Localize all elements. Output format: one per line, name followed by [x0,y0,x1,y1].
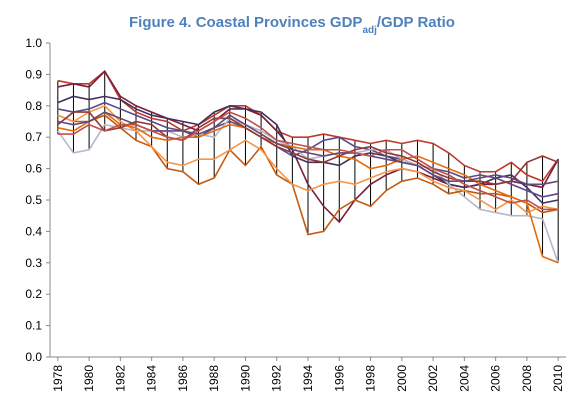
y-tick-label: 0.6 [25,162,42,176]
x-tick-label: 1998 [364,365,378,392]
title-text: /GDP Ratio [377,14,455,31]
y-tick-label: 0.2 [25,287,42,301]
series-line [57,114,559,236]
y-tick-label: 0.1 [25,319,42,333]
chart-title: Figure 4. Coastal Provinces GDPadj/GDP R… [129,14,455,36]
series-line [57,70,559,183]
x-tick-label: 1986 [176,365,190,392]
x-tick-label: 2000 [395,365,409,392]
x-tick-label: 1978 [51,365,65,392]
x-tick-label: 2006 [489,365,503,392]
y-tick-label: 0.4 [25,224,42,238]
y-tick-label: 0.0 [25,350,42,364]
x-tick-label: 2010 [551,365,565,392]
title-subscript: adj [362,25,377,36]
x-tick-label: 1990 [238,365,252,392]
y-tick-label: 0.9 [25,67,42,81]
x-tick-label: 1992 [270,365,284,392]
series-line [57,111,559,211]
y-tick-label: 0.5 [25,193,42,207]
x-tick-label: 1982 [113,365,127,392]
x-tick-label: 1980 [82,365,96,392]
x-tick-label: 2002 [426,365,440,392]
title-text: Figure 4. Coastal Provinces GDP [129,14,362,31]
y-tick-label: 0.3 [25,256,42,270]
y-tick-label: 1.0 [25,36,42,50]
series-line [57,111,559,186]
y-tick-label: 0.8 [25,99,42,113]
series-line [57,95,559,205]
x-tick-label: 2008 [520,365,534,392]
series-line [57,104,559,214]
x-tick-label: 1996 [332,365,346,392]
x-tick-label: 1988 [207,365,221,392]
x-tick-label: 1984 [145,365,159,392]
x-tick-label: 1994 [301,365,315,392]
x-tick-label: 2004 [457,365,471,392]
y-tick-label: 0.7 [25,130,42,144]
